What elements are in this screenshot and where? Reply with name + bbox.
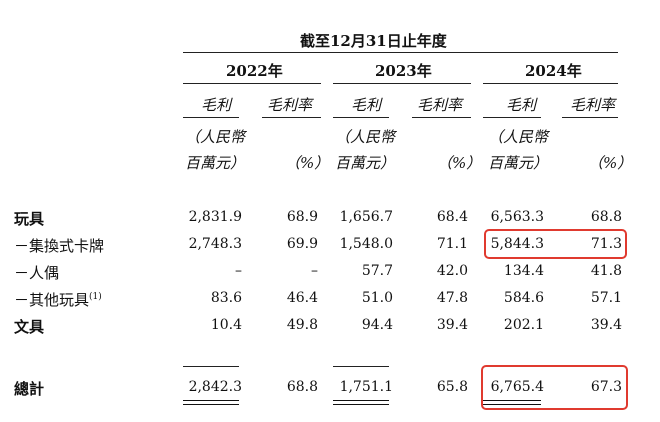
double-underline (333, 400, 389, 401)
cell: 39.4 (436, 317, 468, 333)
col-gross-profit-2023: 毛利 (351, 96, 382, 114)
period-header: 截至12月31日止年度 (300, 32, 447, 50)
cell: 584.6 (503, 290, 544, 306)
row-label-tcg: －集換式卡牌 (14, 237, 105, 255)
cell: 68.4 (436, 209, 468, 225)
cell: 68.8 (590, 209, 622, 225)
col-margin-2024: 毛利率 (570, 96, 616, 114)
subhdr-rule (562, 117, 618, 118)
cell: 71.1 (436, 236, 468, 252)
subhdr-rule (183, 117, 239, 118)
subtotal-rule (333, 366, 389, 367)
cell: 49.8 (286, 317, 318, 333)
double-underline (183, 404, 239, 405)
double-underline (333, 404, 389, 405)
col-margin-2022: 毛利率 (267, 96, 313, 114)
unit-2023-l1: （人民幣 (335, 128, 396, 146)
col-margin-2023: 毛利率 (417, 96, 463, 114)
cell: 202.1 (503, 317, 544, 333)
cell: 47.8 (436, 290, 468, 306)
cell: – (311, 263, 318, 279)
double-underline (483, 404, 541, 405)
total-cell: 68.8 (286, 379, 318, 395)
total-cell: 65.8 (436, 379, 468, 395)
year-2023: 2023年 (375, 62, 432, 80)
cell: 1,656.7 (339, 209, 393, 225)
row-label-toys: 玩具 (14, 210, 45, 228)
year-2024: 2024年 (525, 62, 582, 80)
highlight-box-tcg-2024 (484, 229, 627, 259)
pct-2022: （%） (285, 154, 330, 172)
total-cell: 6,765.4 (490, 379, 544, 395)
cell: 57.7 (361, 263, 393, 279)
total-cell: 2,842.3 (188, 379, 242, 395)
cell: – (235, 263, 242, 279)
cell: 51.0 (361, 290, 393, 306)
cell: 2,831.9 (188, 209, 242, 225)
row-label-stationery: 文具 (14, 318, 45, 336)
row-label-other-toys-text: －其他玩具 (14, 291, 90, 309)
cell: 83.6 (210, 290, 242, 306)
double-underline (183, 400, 239, 401)
highlight-box-total-2024 (481, 365, 628, 410)
unit-2022-l2: 百萬元） (185, 154, 246, 172)
col-gross-profit-2024: 毛利 (506, 96, 537, 114)
total-cell: 67.3 (590, 379, 622, 395)
cell: 134.4 (503, 263, 544, 279)
cell: 41.8 (590, 263, 622, 279)
cell: 68.9 (286, 209, 318, 225)
subhdr-rule (483, 117, 541, 118)
cell: 2,748.3 (188, 236, 242, 252)
row-label-other-toys: －其他玩具(1) (14, 289, 102, 310)
unit-2024-l2: 百萬元） (488, 154, 549, 172)
unit-2022-l1: （人民幣 (185, 128, 246, 146)
subtotal-rule (183, 366, 239, 367)
cell: 46.4 (286, 290, 318, 306)
double-underline (483, 400, 541, 401)
pct-2023: （%） (437, 154, 482, 172)
unit-2023-l2: 百萬元） (335, 154, 396, 172)
unit-2024-l1: （人民幣 (488, 128, 549, 146)
year-2022: 2022年 (226, 62, 283, 80)
cell: 71.3 (590, 236, 622, 252)
cell: 1,548.0 (339, 236, 393, 252)
cell: 6,563.3 (490, 209, 544, 225)
subhdr-rule (412, 117, 471, 118)
year-2024-rule (483, 83, 618, 84)
row-label-total: 總計 (14, 380, 45, 398)
cell: 10.4 (210, 317, 242, 333)
year-2023-rule (333, 83, 471, 84)
cell: 39.4 (590, 317, 622, 333)
total-cell: 1,751.1 (339, 379, 393, 395)
cell: 57.1 (590, 290, 622, 306)
col-gross-profit-2022: 毛利 (201, 96, 232, 114)
cell: 42.0 (436, 263, 468, 279)
cell: 5,844.3 (490, 236, 544, 252)
period-rule (183, 52, 618, 53)
row-label-figures: －人偶 (14, 264, 60, 282)
cell: 69.9 (286, 236, 318, 252)
year-2022-rule (183, 83, 321, 84)
pct-2024: （%） (588, 154, 633, 172)
subhdr-rule (333, 117, 389, 118)
cell: 94.4 (361, 317, 393, 333)
subhdr-rule (262, 117, 321, 118)
footnote-marker: (1) (89, 292, 102, 302)
